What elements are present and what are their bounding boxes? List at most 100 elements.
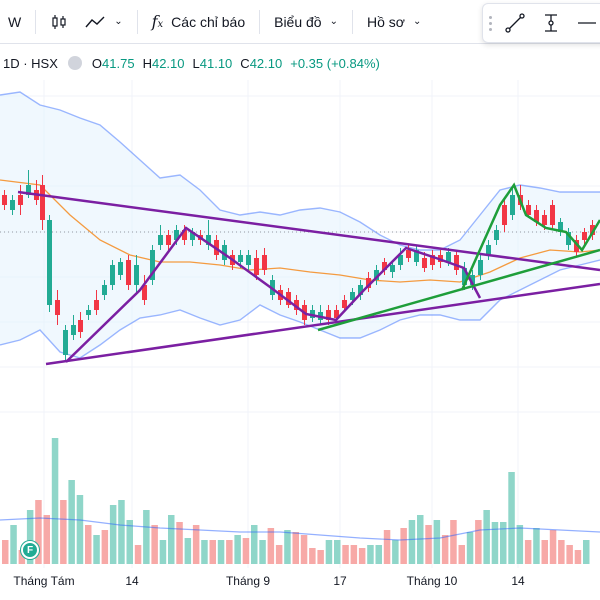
function-icon: fx	[151, 12, 164, 31]
horizontal-line-icon	[578, 22, 596, 24]
volume-bar	[425, 525, 432, 564]
volume-bar	[267, 528, 275, 564]
price-chart[interactable]	[0, 44, 600, 568]
volume-bar	[574, 550, 582, 564]
volume-bar	[441, 535, 449, 564]
volume-bar	[483, 510, 490, 564]
volume-bar	[334, 540, 341, 564]
candle-body	[246, 255, 251, 265]
candle-body	[382, 262, 387, 270]
candle-body	[462, 268, 467, 285]
change-value: +0.35 (+0.84%)	[290, 55, 380, 71]
candle-body	[454, 255, 459, 270]
candle-body	[510, 195, 515, 215]
volume-bar	[126, 520, 133, 564]
volume-bar	[292, 532, 299, 564]
volume-bar	[134, 545, 142, 564]
symbol-label[interactable]: 1D · HSX	[3, 55, 58, 71]
candle-body	[342, 300, 347, 308]
trendline-green	[317, 248, 600, 332]
candle-body	[18, 195, 23, 205]
candle-body	[422, 258, 427, 268]
volume-bar	[350, 545, 358, 564]
candlestick-icon	[52, 14, 66, 29]
volume-bar	[192, 525, 200, 564]
candle-body	[310, 310, 315, 318]
profile-label: Hồ sơ	[366, 13, 405, 30]
line-style-button[interactable]: ⌄	[76, 0, 130, 44]
time-axis-label: Tháng 10	[406, 574, 458, 588]
candle-body	[534, 210, 539, 222]
time-axis-label: Tháng 9	[225, 574, 271, 588]
volume-bar	[101, 530, 109, 564]
candle-body	[542, 215, 547, 225]
candle-body	[174, 230, 179, 240]
candle-body	[78, 320, 83, 332]
financials-event-badge[interactable]: F	[21, 541, 39, 559]
candle-body	[294, 300, 299, 310]
candle-body	[366, 278, 371, 288]
low-value: 41.10	[199, 55, 233, 71]
volume-bar	[60, 500, 67, 564]
interval-button[interactable]: W	[0, 0, 29, 44]
horizontal-line-tool[interactable]	[569, 3, 600, 43]
candle-body	[430, 255, 435, 265]
candle-body	[10, 200, 15, 210]
volume-bar	[118, 500, 125, 564]
toolbar-divider	[35, 9, 37, 34]
volume-bar	[168, 515, 175, 564]
candle-body	[110, 265, 115, 285]
candle-body	[526, 205, 531, 215]
candle-body	[486, 245, 491, 255]
candle-body	[2, 195, 7, 205]
open-label: O	[91, 55, 103, 71]
volume-bar	[450, 520, 457, 564]
drag-handle[interactable]	[483, 3, 497, 43]
volume-bar	[109, 505, 117, 564]
volume-bar	[242, 538, 250, 564]
candle-body	[350, 292, 355, 300]
indicators-button[interactable]: fx Các chỉ báo	[144, 0, 254, 44]
volume-bar	[251, 525, 258, 564]
chart-type-label: Biểu đồ	[274, 13, 322, 30]
candle-body	[414, 250, 419, 262]
trendline-lower	[45, 282, 600, 366]
volume-bar	[367, 545, 374, 564]
indicators-label: Các chỉ báo	[171, 13, 246, 30]
volume-bar	[35, 500, 42, 564]
toolbar-divider	[351, 9, 353, 34]
candles-style-button[interactable]	[42, 0, 76, 44]
candle-body	[150, 250, 155, 280]
candle-body	[358, 285, 363, 295]
chart-type-button[interactable]: Biểu đồ ⌄	[266, 0, 346, 44]
volume-bar	[491, 522, 499, 564]
volume-bar	[300, 535, 308, 564]
volume-bar	[143, 510, 150, 564]
candle-body	[206, 235, 211, 245]
candle-body	[55, 300, 60, 315]
candle-body	[390, 265, 395, 272]
bollinger-upper-line	[0, 91, 600, 251]
candle-body	[374, 270, 379, 280]
volume-bar	[392, 540, 399, 564]
wave-pattern-line	[65, 226, 482, 363]
volume-bar	[309, 548, 316, 564]
measure-tool[interactable]	[533, 3, 569, 43]
candle-body	[126, 260, 131, 285]
candle-body	[590, 225, 595, 235]
candle-body	[26, 185, 31, 195]
volume-bar	[541, 540, 548, 564]
volume-bar	[566, 545, 573, 564]
volume-bar	[176, 522, 183, 564]
volume-bar	[475, 520, 482, 564]
volume-bar	[533, 528, 540, 564]
candle-body	[238, 255, 243, 262]
volume-bar	[217, 540, 225, 564]
moving-average-line	[0, 179, 600, 283]
candle-body	[326, 310, 331, 320]
volume-bar	[400, 528, 407, 564]
line-chart-icon	[85, 16, 105, 27]
profile-button[interactable]: Hồ sơ ⌄	[359, 0, 429, 44]
trend-line-tool[interactable]	[497, 3, 533, 43]
drawing-toolbar	[482, 3, 600, 43]
